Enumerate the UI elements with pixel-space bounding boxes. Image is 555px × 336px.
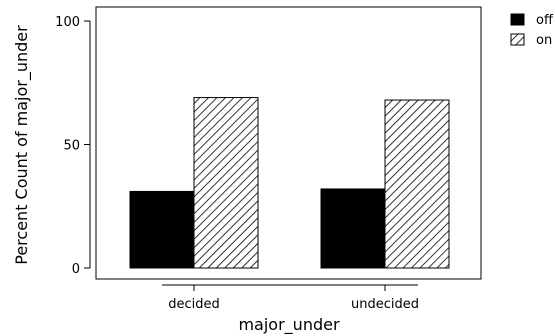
legend: off on [510,13,554,48]
bars [129,97,450,269]
bar-on-undecided [384,99,450,269]
x-tick-label: decided [168,297,220,312]
y-axis-title: Percent Count of major_under [12,25,32,265]
legend-swatch-off [510,13,525,26]
y-tick-label: 100 [55,15,80,30]
legend-label-on: on [536,33,552,48]
y-tick-label: 0 [72,262,80,277]
bar-off-undecided [320,188,386,269]
x-axis-title: major_under [238,315,339,335]
legend-label-off: off [536,13,554,28]
y-tick-label: 50 [63,139,80,154]
plot-frame [95,6,482,280]
bar-off-decided [129,190,195,269]
x-axis-ticks: decided undecided [168,285,419,312]
legend-swatch-on [510,33,525,46]
bar-on-decided [193,97,259,269]
x-tick-label: undecided [351,297,419,312]
y-axis-ticks: 0 50 100 [55,15,90,277]
